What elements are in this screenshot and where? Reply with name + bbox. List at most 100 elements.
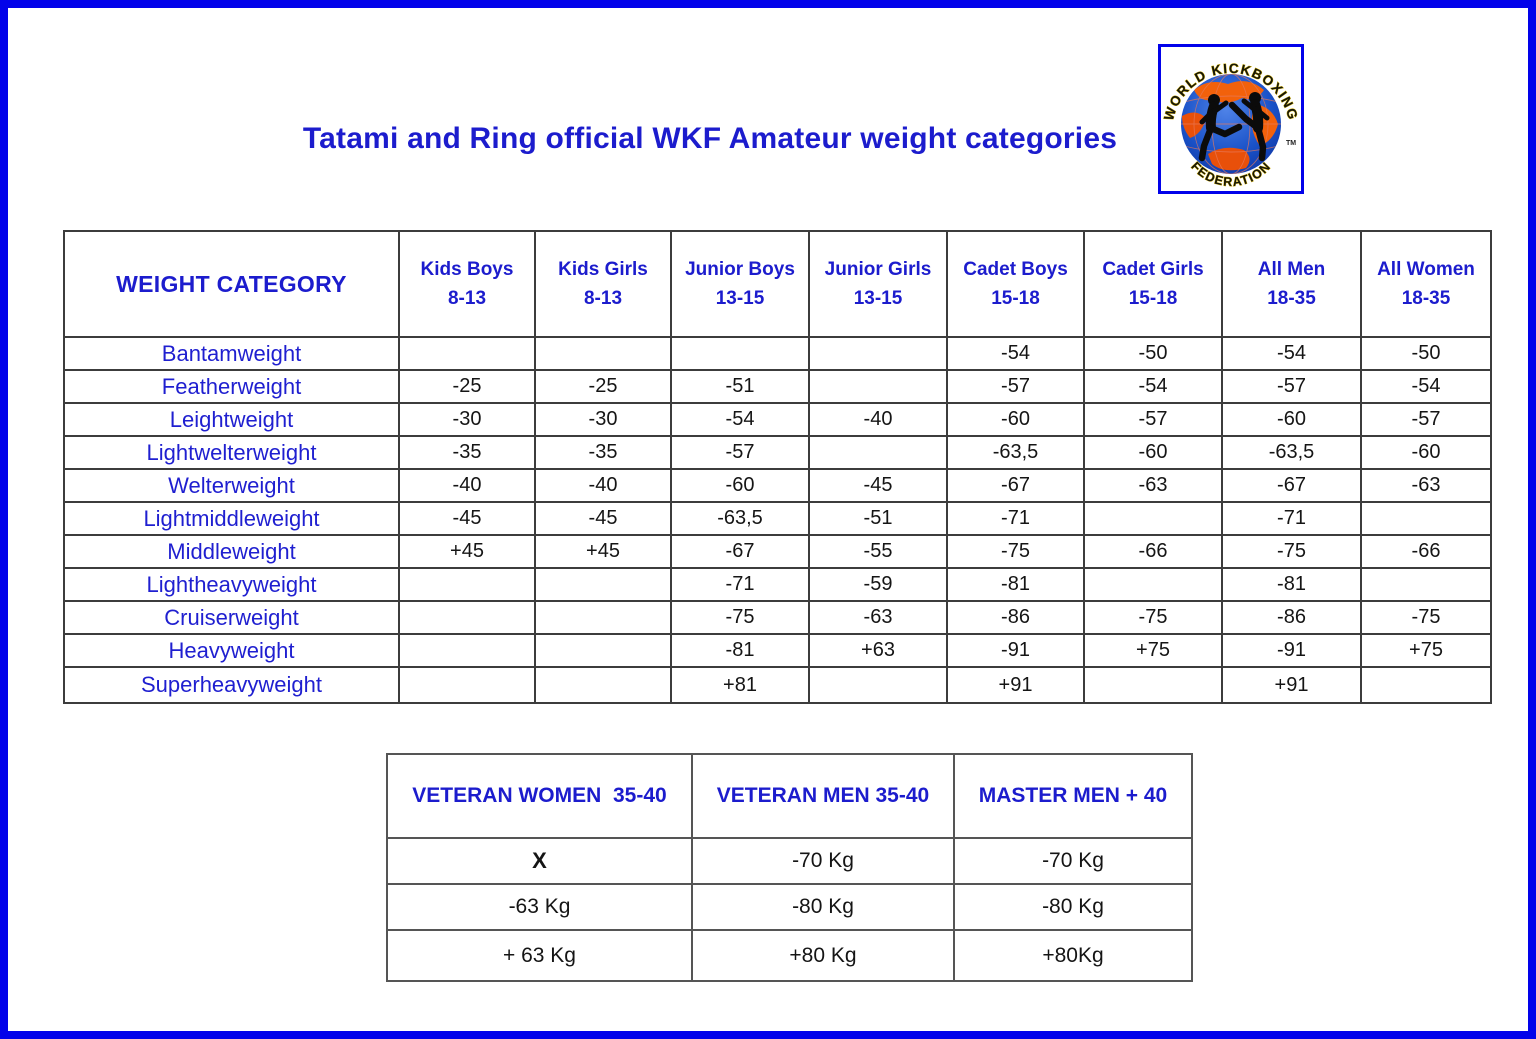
column-header-master-men: MASTER MEN + 40 <box>953 753 1193 839</box>
page-title: Tatami and Ring official WKF Amateur wei… <box>302 122 1118 155</box>
table-cell: -63 Kg <box>386 883 693 931</box>
table-cell: -81 <box>1221 567 1362 602</box>
trademark-symbol: TM <box>1286 140 1296 147</box>
table-cell: +80Kg <box>953 929 1193 982</box>
table-row-heavyweight: Heavyweight -81 +63 -91 +75 -91 +75 <box>63 633 1492 668</box>
table-cell: -91 <box>946 633 1085 668</box>
table-cell: -60 <box>1360 435 1492 470</box>
table-cell <box>1360 666 1492 704</box>
table-cell: -54 <box>1360 369 1492 404</box>
table-cell: -51 <box>670 369 810 404</box>
table-cell: -40 <box>398 468 536 503</box>
table-cell: -80 Kg <box>953 883 1193 931</box>
table-cell: X <box>386 837 693 885</box>
table-cell <box>1083 501 1223 536</box>
table-cell: -55 <box>808 534 948 569</box>
table-cell: -57 <box>670 435 810 470</box>
table-cell <box>534 567 672 602</box>
table-cell: -54 <box>946 336 1085 371</box>
table-cell: -70 Kg <box>691 837 955 885</box>
table-cell <box>1360 501 1492 536</box>
table-cell: + 63 Kg <box>386 929 693 982</box>
table-cell <box>1083 666 1223 704</box>
table-cell: -67 <box>1221 468 1362 503</box>
table-cell: +63 <box>808 633 948 668</box>
weight-category-name: Bantamweight <box>63 336 400 371</box>
table-row-featherweight: Featherweight -25 -25 -51 -57 -54 -57 -5… <box>63 369 1492 404</box>
table-row-lightmiddleweight: Lightmiddleweight -45 -45 -63,5 -51 -71 … <box>63 501 1492 536</box>
table-cell <box>808 369 948 404</box>
table-cell <box>534 633 672 668</box>
weight-category-name: Lightwelterweight <box>63 435 400 470</box>
table-cell: -86 <box>1221 600 1362 635</box>
table-cell: -25 <box>534 369 672 404</box>
veteran-table-row: -63 Kg -80 Kg -80 Kg <box>386 883 1193 931</box>
column-header-kids-girls: Kids Girls 8-13 <box>534 230 672 338</box>
table-row-lightheavyweight: Lightheavyweight -71 -59 -81 -81 <box>63 567 1492 602</box>
table-cell: -35 <box>534 435 672 470</box>
table-cell: -67 <box>670 534 810 569</box>
weight-category-name: Welterweight <box>63 468 400 503</box>
table-cell: -71 <box>1221 501 1362 536</box>
table-cell: +91 <box>946 666 1085 704</box>
table-cell: -57 <box>1221 369 1362 404</box>
weight-category-name: Leightweight <box>63 402 400 437</box>
table-cell: -60 <box>1221 402 1362 437</box>
table-cell: -25 <box>398 369 536 404</box>
table-cell: -50 <box>1083 336 1223 371</box>
table-cell: -35 <box>398 435 536 470</box>
table-cell: -63 <box>1360 468 1492 503</box>
wkf-logo: WORLD KICKBOXING FEDERATION TM <box>1158 44 1304 194</box>
table-cell: +91 <box>1221 666 1362 704</box>
table-cell: +45 <box>534 534 672 569</box>
table-cell: -71 <box>946 501 1085 536</box>
table-cell <box>1083 567 1223 602</box>
table-row-lightwelterweight: Lightwelterweight -35 -35 -57 -63,5 -60 … <box>63 435 1492 470</box>
column-header-junior-girls: Junior Girls 13-15 <box>808 230 948 338</box>
column-header-cadet-girls: Cadet Girls 15-18 <box>1083 230 1223 338</box>
table-cell: -75 <box>1360 600 1492 635</box>
column-header-all-men: All Men 18-35 <box>1221 230 1362 338</box>
weight-category-name: Middleweight <box>63 534 400 569</box>
table-cell: -70 Kg <box>953 837 1193 885</box>
table-cell: -71 <box>670 567 810 602</box>
table-cell: -63,5 <box>1221 435 1362 470</box>
table-cell: -45 <box>808 468 948 503</box>
table-cell: -60 <box>670 468 810 503</box>
table-cell <box>398 666 536 704</box>
table-cell: -45 <box>534 501 672 536</box>
table-cell: +75 <box>1083 633 1223 668</box>
table-cell <box>534 336 672 371</box>
table-cell: -81 <box>670 633 810 668</box>
table-cell: +80 Kg <box>691 929 955 982</box>
table-cell: -81 <box>946 567 1085 602</box>
column-header-kids-boys: Kids Boys 8-13 <box>398 230 536 338</box>
table-cell: -60 <box>946 402 1085 437</box>
table-cell <box>398 567 536 602</box>
table-cell: -40 <box>534 468 672 503</box>
kickboxers-silhouette-icon <box>1198 92 1270 162</box>
table-cell <box>808 666 948 704</box>
table-cell <box>398 633 536 668</box>
table-cell: -75 <box>670 600 810 635</box>
table-cell: +45 <box>398 534 536 569</box>
table-cell: -54 <box>1083 369 1223 404</box>
column-header-cadet-boys: Cadet Boys 15-18 <box>946 230 1085 338</box>
column-header-all-women: All Women 18-35 <box>1360 230 1492 338</box>
veteran-master-table: VETERAN WOMEN 35-40 VETERAN MEN 35-40 MA… <box>386 753 1193 982</box>
table-cell: -75 <box>1221 534 1362 569</box>
table-cell: -60 <box>1083 435 1223 470</box>
table-cell: -86 <box>946 600 1085 635</box>
table-cell: -66 <box>1083 534 1223 569</box>
table-cell: -50 <box>1360 336 1492 371</box>
table-cell: -75 <box>1083 600 1223 635</box>
table-cell: -30 <box>398 402 536 437</box>
table-cell: -75 <box>946 534 1085 569</box>
table-cell <box>534 600 672 635</box>
table-cell: -54 <box>1221 336 1362 371</box>
table-cell <box>1360 567 1492 602</box>
table-row-welterweight: Welterweight -40 -40 -60 -45 -67 -63 -67… <box>63 468 1492 503</box>
table-cell <box>398 600 536 635</box>
table-cell: -63,5 <box>670 501 810 536</box>
